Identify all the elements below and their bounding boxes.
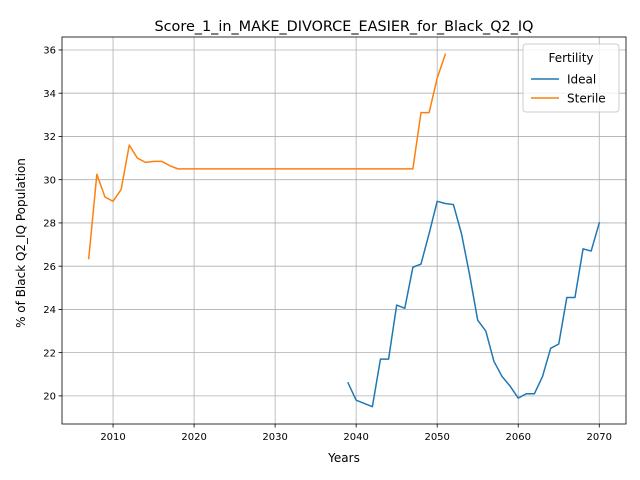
y-tick-label: 30 — [43, 175, 56, 186]
chart-title: Score_1_in_MAKE_DIVORCE_EASIER_for_Black… — [155, 19, 534, 35]
y-tick-label: 32 — [43, 132, 56, 143]
grid-lines — [62, 37, 626, 424]
x-tick-label: 2040 — [343, 432, 368, 443]
x-tick-label: 2050 — [424, 432, 449, 443]
y-tick-label: 22 — [43, 348, 56, 359]
y-axis-label: % of Black Q2_IQ Population — [14, 158, 28, 328]
legend-box — [522, 43, 620, 113]
y-tick-label: 26 — [43, 262, 56, 273]
y-tick-label: 36 — [43, 46, 56, 57]
x-tick-label: 2010 — [100, 432, 125, 443]
y-tick-label: 24 — [43, 305, 56, 316]
y-tick-label: 20 — [43, 391, 56, 402]
series-line-ideal — [347, 200, 601, 408]
series-lines — [87, 53, 601, 408]
y-tick-label: 28 — [43, 219, 56, 230]
legend-label-sterile: Sterile — [567, 92, 606, 106]
x-tick-label: 2030 — [262, 432, 287, 443]
x-tick-label: 2020 — [181, 432, 206, 443]
x-axis-label: Years — [327, 451, 360, 465]
legend-title: Fertility — [548, 51, 593, 65]
x-tick-label: 2060 — [505, 432, 530, 443]
legend-label-ideal: Ideal — [567, 73, 596, 87]
x-tick-label: 2070 — [587, 432, 612, 443]
y-tick-label: 34 — [43, 89, 56, 100]
plot-area-frame — [61, 36, 627, 425]
series-line-sterile — [87, 53, 447, 260]
legend: Fertility Ideal Sterile — [522, 43, 620, 113]
axes: 2010 2020 2030 2040 2050 2060 2070 20 22 24 26 28 30… — [43, 46, 612, 443]
